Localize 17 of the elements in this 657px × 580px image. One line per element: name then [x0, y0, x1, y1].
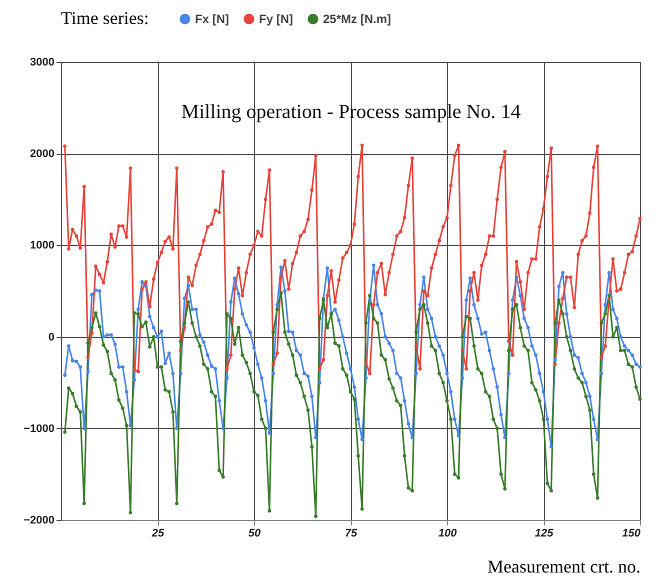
x-tick-label: 125: [534, 528, 554, 540]
legend-label: 25*Mz [N.m]: [323, 12, 392, 26]
legend-label: Fy [N]: [259, 12, 293, 26]
x-tick-label: 50: [248, 528, 262, 540]
x-tick-label: 75: [344, 528, 358, 540]
y-tick-label: −1000: [24, 422, 54, 435]
y-tick-label: 2000: [30, 148, 54, 160]
y-tick-label: −2000: [24, 514, 54, 526]
x-axis-title: Measurement crt. no.: [488, 556, 640, 576]
x-tick-label: 100: [438, 528, 458, 540]
legend-label: Fx [N]: [195, 12, 229, 26]
y-tick-label: 1000: [30, 240, 54, 252]
y-tick-label: 0: [48, 331, 54, 344]
y-tick-label: 3000: [30, 56, 54, 68]
legend-title: Time series:: [61, 8, 149, 28]
x-tick-label: 150: [622, 528, 642, 540]
x-tick-label: 25: [150, 528, 165, 540]
